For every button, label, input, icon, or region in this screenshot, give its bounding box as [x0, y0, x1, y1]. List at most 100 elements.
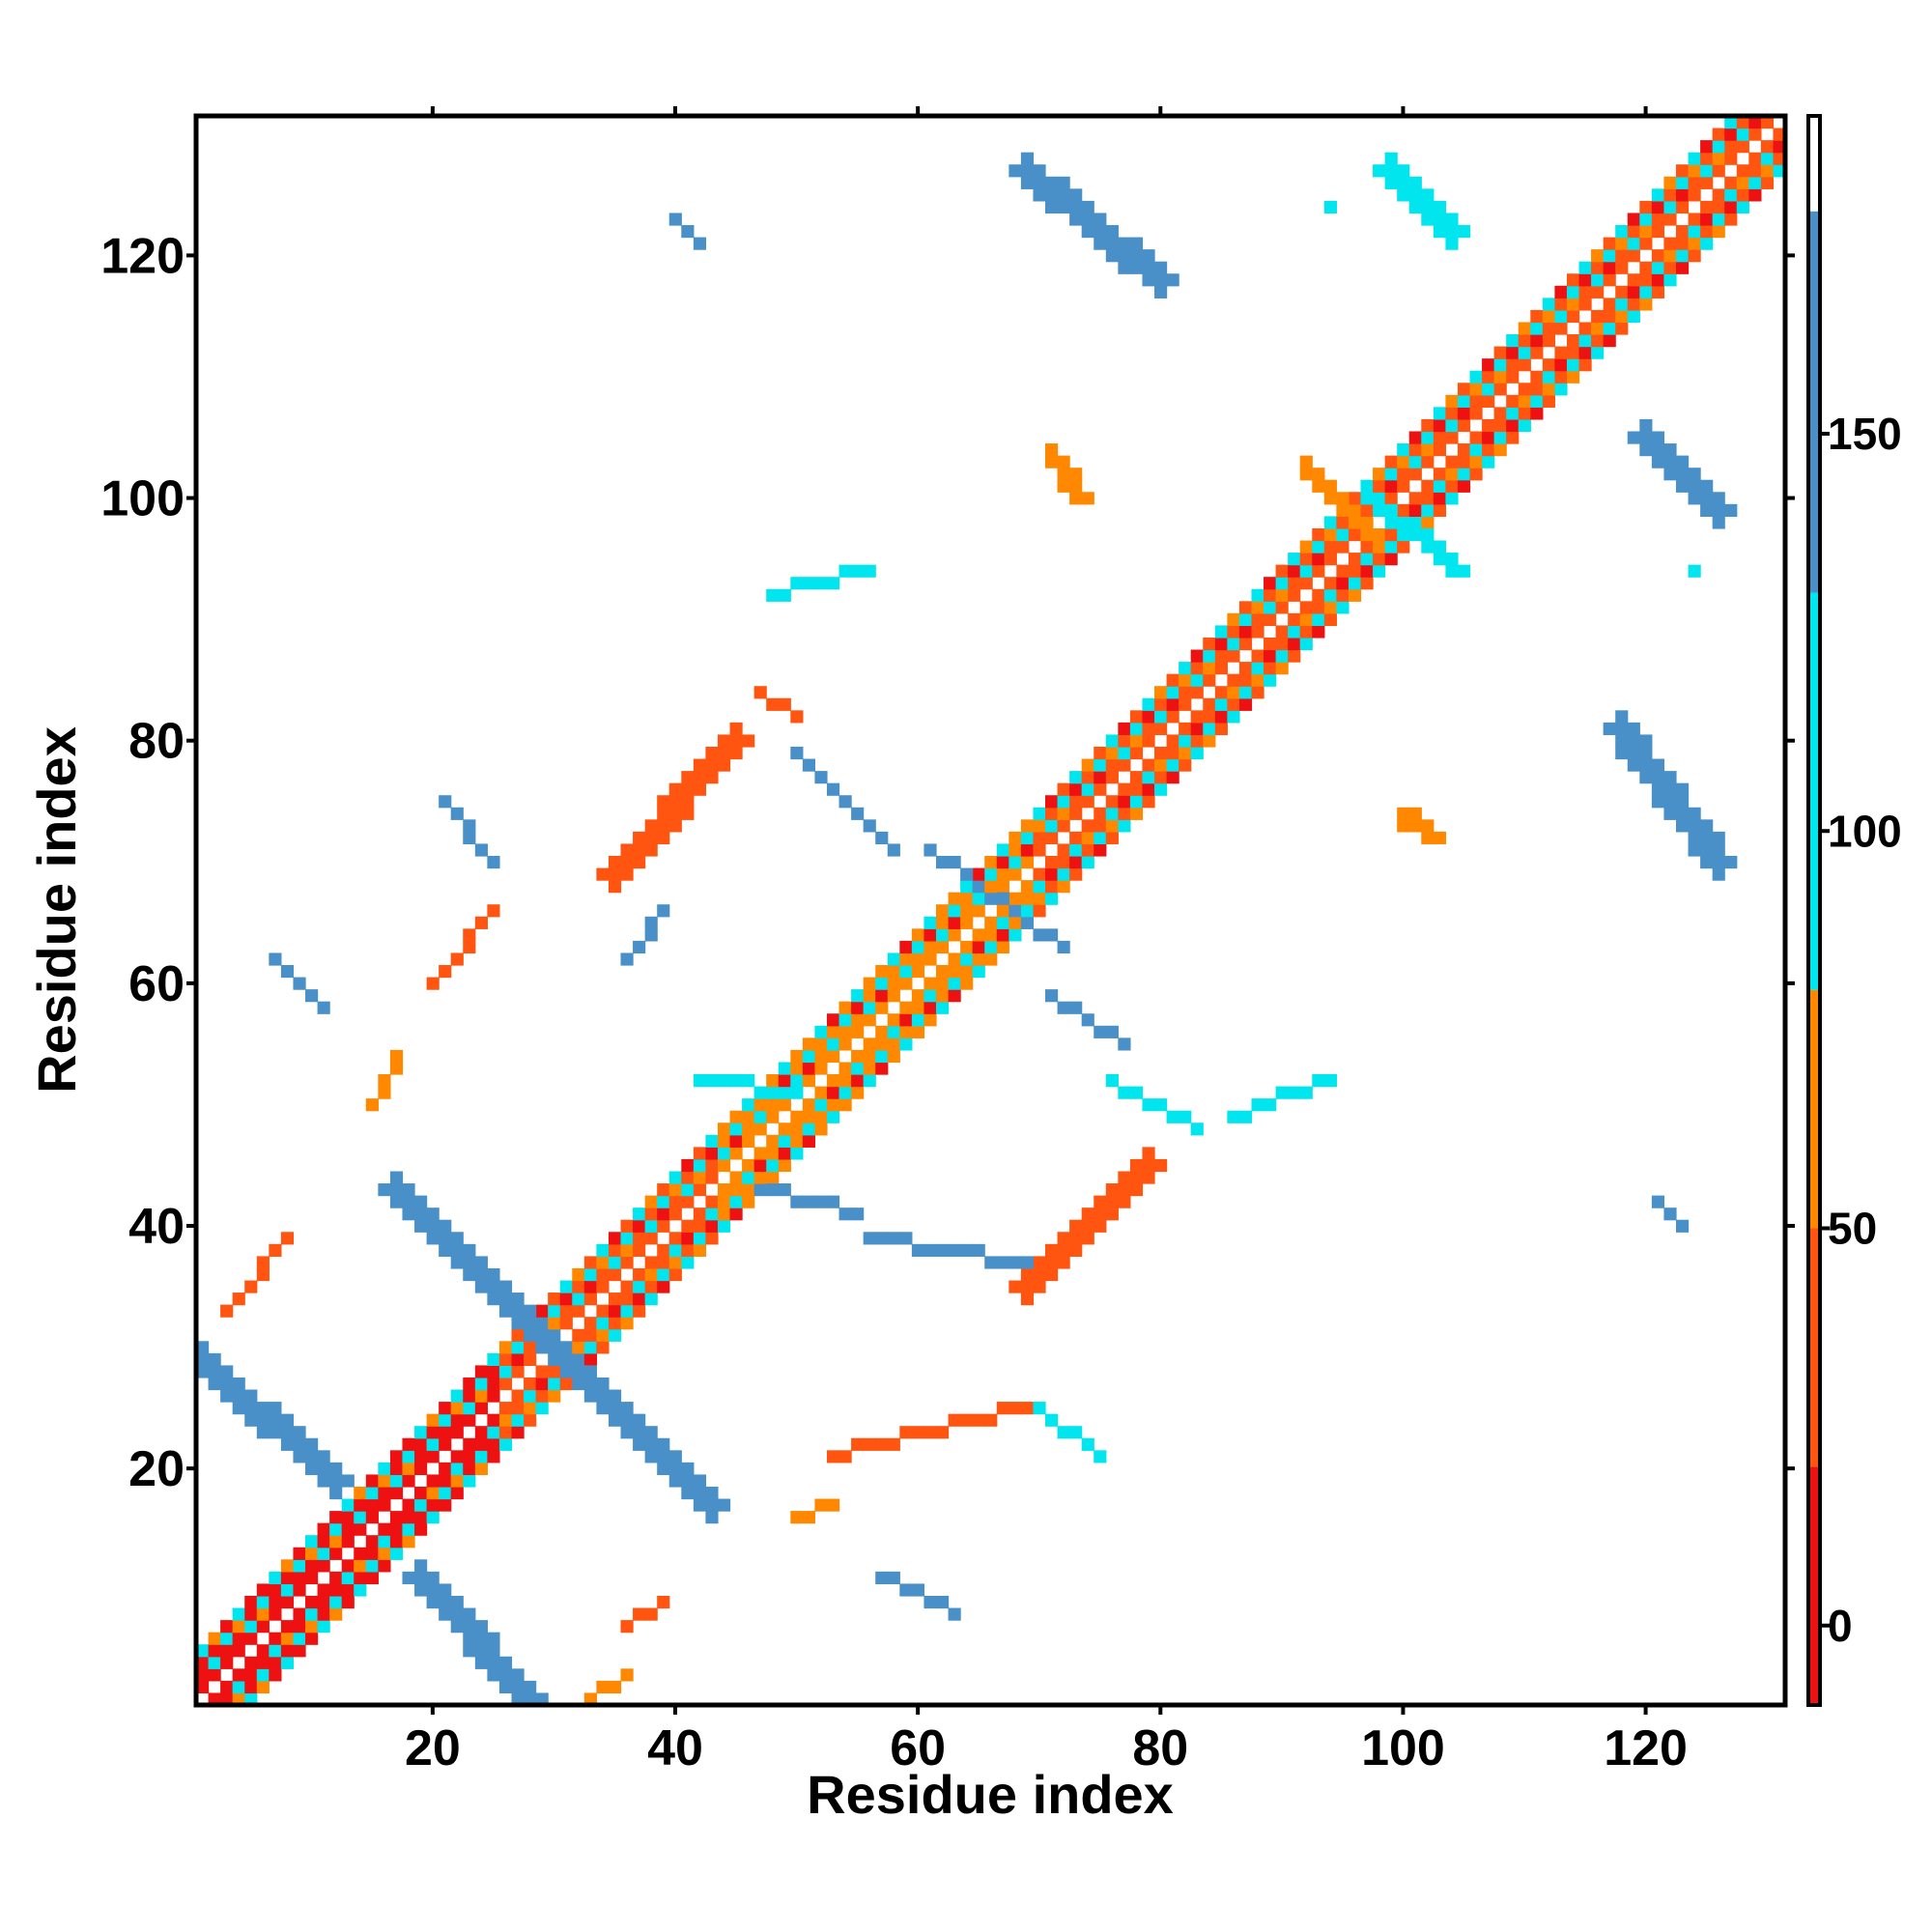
heatmap-cell: [463, 1620, 476, 1634]
heatmap-cell: [814, 1037, 828, 1051]
heatmap-cell: [1433, 479, 1446, 493]
heatmap-cell: [1033, 188, 1046, 202]
heatmap-cell: [644, 843, 658, 857]
heatmap-cell: [1566, 273, 1580, 287]
heatmap-cell: [1312, 564, 1325, 578]
heatmap-cell: [681, 807, 695, 820]
heatmap-cell: [1651, 758, 1665, 772]
heatmap-cell: [729, 1147, 743, 1160]
heatmap-cell: [293, 1437, 306, 1451]
heatmap-cell: [1518, 394, 1531, 408]
heatmap-cell: [1469, 394, 1483, 408]
heatmap-cell: [439, 1232, 452, 1245]
heatmap-cell: [1033, 1280, 1046, 1293]
heatmap-cell: [511, 1680, 525, 1694]
heatmap-cell: [742, 1171, 755, 1184]
heatmap-cell: [705, 1171, 719, 1184]
heatmap-cell: [984, 940, 998, 954]
heatmap-cell: [317, 1607, 330, 1621]
heatmap-cell: [668, 1208, 682, 1221]
heatmap-cell: [1118, 795, 1131, 809]
heatmap-cell: [1397, 176, 1410, 189]
heatmap-cell: [463, 1437, 476, 1451]
heatmap-cell: [1227, 710, 1240, 724]
heatmap-cell: [439, 1402, 452, 1415]
heatmap-cell: [1408, 200, 1422, 214]
heatmap-cell: [1020, 843, 1035, 857]
heatmap-cell: [1129, 795, 1144, 809]
heatmap-cell: [790, 746, 804, 760]
heatmap-cell: [1408, 443, 1422, 457]
heatmap-cell: [996, 1256, 1009, 1269]
heatmap-cell: [1154, 1098, 1168, 1112]
heatmap-cell: [414, 1437, 428, 1451]
heatmap-cell: [633, 1280, 646, 1293]
heatmap-cell: [1736, 188, 1749, 202]
heatmap-cell: [996, 916, 1009, 929]
heatmap-cell: [1469, 383, 1483, 396]
heatmap-cell: [1651, 431, 1665, 444]
heatmap-cell: [1748, 116, 1762, 129]
heatmap-cell: [535, 1365, 549, 1378]
heatmap-cell: [620, 1280, 634, 1293]
heatmap-cell: [535, 1389, 549, 1403]
heatmap-cell: [389, 1535, 404, 1548]
heatmap-cell: [305, 1595, 319, 1609]
heatmap-cell: [620, 855, 634, 869]
heatmap-cell: [244, 1656, 258, 1669]
heatmap-cell: [305, 1547, 319, 1560]
heatmap-cell: [498, 1656, 513, 1669]
heatmap-cell: [1360, 492, 1374, 505]
heatmap-cell: [1238, 697, 1253, 711]
heatmap-cell: [814, 1049, 828, 1064]
heatmap-cell: [1142, 758, 1155, 772]
heatmap-cell: [802, 1122, 816, 1136]
heatmap-cell: [1700, 225, 1714, 239]
heatmap-cell: [1675, 479, 1690, 493]
heatmap-cell: [389, 1522, 404, 1536]
heatmap-cell: [644, 1450, 658, 1463]
heatmap-cell: [668, 819, 682, 833]
heatmap-cell: [572, 1328, 585, 1342]
heatmap-cell: [863, 1232, 876, 1245]
heatmap-cell: [887, 1025, 900, 1038]
heatmap-cell: [1651, 200, 1665, 214]
heatmap-cell: [426, 1232, 440, 1245]
heatmap-cell: [984, 855, 998, 869]
heatmap-cell: [1129, 710, 1144, 724]
heatmap-cell: [693, 1147, 707, 1160]
heatmap-cell: [269, 1243, 282, 1257]
heatmap-cell: [426, 1219, 440, 1233]
heatmap-cell: [984, 952, 998, 966]
heatmap-cell: [935, 1243, 950, 1257]
heatmap-cell: [317, 1535, 330, 1548]
heatmap-cell: [1142, 710, 1155, 724]
heatmap-cell: [717, 1195, 731, 1208]
heatmap-cell: [838, 1001, 852, 1014]
heatmap-cell: [948, 904, 961, 918]
heatmap-cell: [354, 1486, 367, 1500]
heatmap-cell: [1069, 831, 1083, 845]
heatmap-cell: [693, 782, 707, 796]
heatmap-cell: [559, 1280, 573, 1293]
heatmap-cell: [899, 940, 913, 954]
heatmap-cell: [875, 989, 889, 1003]
heatmap-cell: [1457, 394, 1471, 408]
heatmap-cell: [693, 771, 707, 784]
heatmap-cell: [1094, 1025, 1107, 1038]
heatmap-cell: [996, 880, 1009, 894]
heatmap-cell: [1373, 492, 1386, 505]
heatmap-cell: [1518, 418, 1531, 433]
heatmap-cell: [742, 1183, 755, 1197]
heatmap-cell: [863, 1037, 876, 1051]
heatmap-cell: [1518, 334, 1531, 348]
heatmap-cell: [414, 1426, 428, 1439]
heatmap-cell: [1227, 697, 1240, 711]
heatmap-cell: [681, 771, 695, 784]
heatmap-cell: [657, 1243, 670, 1257]
heatmap-cell: [875, 1232, 889, 1245]
heatmap-cell: [1421, 492, 1435, 505]
heatmap-cell: [911, 989, 925, 1003]
heatmap-cell: [887, 1049, 900, 1064]
heatmap-cell: [256, 1256, 270, 1269]
